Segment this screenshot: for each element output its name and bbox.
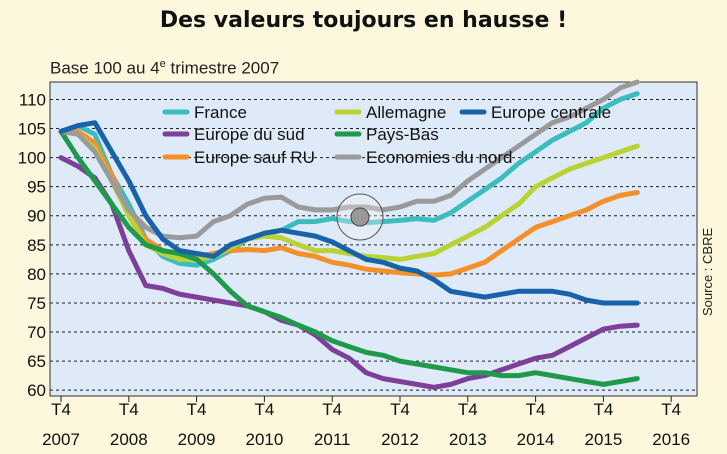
y-tick-label: 95 [27, 178, 46, 197]
x-tick-year: 2007 [42, 430, 80, 449]
legend-label: Allemagne [366, 103, 446, 122]
y-tick-label: 80 [27, 265, 46, 284]
y-tick-label: 110 [19, 90, 46, 109]
legend-label: Pays-Bas [366, 125, 439, 144]
series-line-europe-centrale [58, 120, 640, 306]
chart-title: Des valeurs toujours en hausse ! [159, 8, 568, 33]
x-tick-quarter: T4 [254, 400, 274, 419]
series-line-europe-du-sud [58, 155, 640, 390]
x-tick-quarter: T4 [51, 400, 71, 419]
legend-label: Europe sauf RU [194, 148, 315, 167]
x-tick-year: 2016 [652, 430, 690, 449]
x-tick-year: 2011 [314, 430, 351, 449]
series-line-pays-bas [58, 128, 640, 387]
x-tick-quarter: T4 [661, 400, 681, 419]
legend-label: Europe centrale [491, 103, 611, 122]
y-tick-label: 90 [27, 207, 46, 226]
x-tick-year: 2014 [517, 430, 555, 449]
x-tick-year: 2008 [110, 430, 148, 449]
x-tick-quarter: T4 [119, 400, 139, 419]
x-tick-quarter: T4 [526, 400, 546, 419]
y-tick-label: 100 [18, 149, 46, 168]
x-tick-year: 2012 [381, 430, 419, 449]
x-tick-year: 2010 [245, 430, 283, 449]
legend-label: Economies du nord [366, 148, 512, 167]
y-tick-label: 70 [27, 323, 46, 342]
legend-label: Europe du sud [194, 125, 305, 144]
plot-area [49, 81, 698, 397]
x-tick-quarter: T4 [390, 400, 410, 419]
x-tick-year: 2015 [584, 430, 622, 449]
y-tick-label: 85 [27, 236, 46, 255]
y-tick-label: 105 [18, 120, 46, 139]
magnifier-center-icon [350, 207, 370, 227]
x-tick-quarter: T4 [322, 400, 342, 419]
legend-label: France [194, 103, 247, 122]
x-tick-quarter: T4 [593, 400, 613, 419]
y-tick-label: 75 [27, 294, 46, 313]
x-tick-quarter: T4 [458, 400, 478, 419]
chart-subtitle: Base 100 au 4e trimestre 2007 [50, 58, 280, 78]
x-tick-year: 2013 [449, 430, 487, 449]
y-tick-label: 60 [27, 381, 46, 400]
x-tick-quarter: T4 [187, 400, 207, 419]
y-tick-label: 65 [27, 352, 46, 371]
x-tick-year: 2009 [178, 430, 216, 449]
